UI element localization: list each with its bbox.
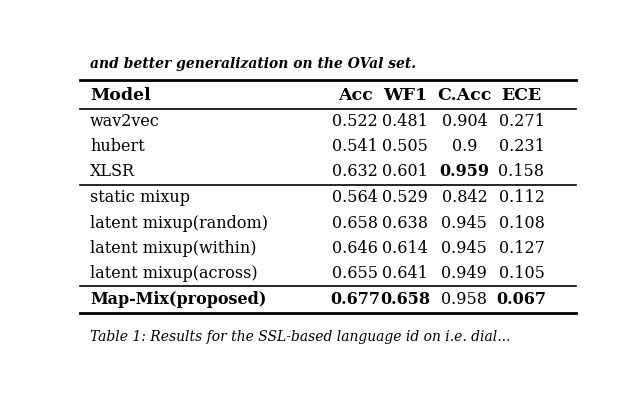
Text: latent mixup(within): latent mixup(within)	[90, 240, 257, 257]
Text: 0.646: 0.646	[332, 240, 378, 257]
Text: 0.842: 0.842	[442, 189, 487, 207]
Text: 0.601: 0.601	[382, 163, 428, 180]
Text: 0.614: 0.614	[382, 240, 428, 257]
Text: C.Acc: C.Acc	[437, 87, 492, 104]
Text: 0.632: 0.632	[332, 163, 378, 180]
Text: 0.231: 0.231	[499, 138, 545, 155]
Text: Acc: Acc	[338, 87, 372, 104]
Text: 0.658: 0.658	[380, 291, 430, 308]
Text: 0.505: 0.505	[382, 138, 428, 155]
Text: 0.638: 0.638	[382, 215, 428, 232]
Text: 0.945: 0.945	[442, 215, 487, 232]
Text: 0.959: 0.959	[440, 163, 490, 180]
Text: 0.655: 0.655	[332, 265, 378, 282]
Text: static mixup: static mixup	[90, 189, 190, 207]
Text: 0.127: 0.127	[499, 240, 545, 257]
Text: Model: Model	[90, 87, 150, 104]
Text: 0.904: 0.904	[442, 113, 487, 130]
Text: ECE: ECE	[501, 87, 541, 104]
Text: 0.641: 0.641	[382, 265, 428, 282]
Text: 0.108: 0.108	[499, 215, 545, 232]
Text: 0.522: 0.522	[332, 113, 378, 130]
Text: WF1: WF1	[383, 87, 427, 104]
Text: 0.564: 0.564	[332, 189, 378, 207]
Text: XLSR: XLSR	[90, 163, 135, 180]
Text: 0.067: 0.067	[497, 291, 547, 308]
Text: 0.677: 0.677	[330, 291, 380, 308]
Text: and better generalization on the OVal set.: and better generalization on the OVal se…	[90, 57, 416, 71]
Text: 0.541: 0.541	[332, 138, 378, 155]
Text: hubert: hubert	[90, 138, 145, 155]
Text: 0.481: 0.481	[382, 113, 428, 130]
Text: 0.158: 0.158	[499, 163, 545, 180]
Text: latent mixup(random): latent mixup(random)	[90, 215, 268, 232]
Text: 0.105: 0.105	[499, 265, 545, 282]
Text: Map-Mix(proposed): Map-Mix(proposed)	[90, 291, 266, 308]
Text: 0.658: 0.658	[332, 215, 378, 232]
Text: 0.945: 0.945	[442, 240, 487, 257]
Text: 0.958: 0.958	[442, 291, 488, 308]
Text: latent mixup(across): latent mixup(across)	[90, 265, 257, 282]
Text: wav2vec: wav2vec	[90, 113, 160, 130]
Text: 0.112: 0.112	[499, 189, 545, 207]
Text: 0.271: 0.271	[499, 113, 545, 130]
Text: 0.529: 0.529	[382, 189, 428, 207]
Text: Table 1: Results for the SSL-based language id on i.e. dial...: Table 1: Results for the SSL-based langu…	[90, 330, 510, 343]
Text: 0.949: 0.949	[442, 265, 487, 282]
Text: 0.9: 0.9	[452, 138, 477, 155]
